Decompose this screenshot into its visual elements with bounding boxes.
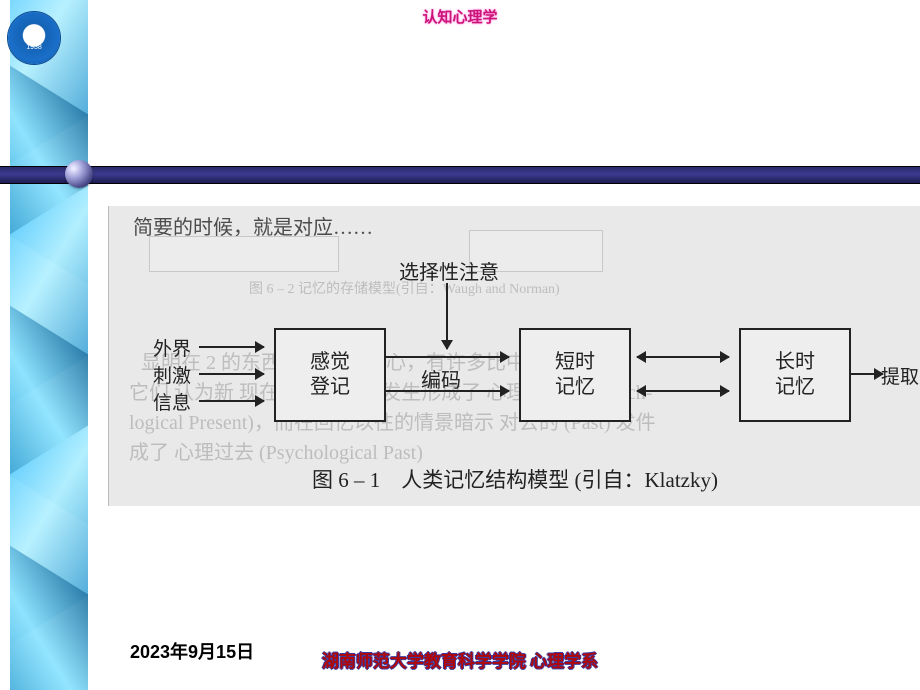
faint-box-1 [149, 236, 339, 272]
university-logo [8, 12, 60, 64]
arrow-stm-ltm-2 [637, 390, 729, 392]
caption-prefix: 图 6 – 1 [312, 468, 380, 492]
slide-date: 2023年9月15日 [130, 638, 254, 664]
institution-footer: 湖南师范大学教育科学学院 心理学系 [322, 647, 598, 672]
input-label-0: 外界 [153, 334, 191, 361]
figure-caption: 图 6 – 1 人类记忆结构模型 (引自：Klatzky) [109, 464, 920, 494]
node-ltm: 长时 记忆 [739, 328, 851, 422]
arrow-in-1 [199, 346, 264, 348]
slide-root: 认知心理学 简要的时候，就是对应…… 图 6 – 2 记忆的存储模型(引自：Wa… [0, 0, 920, 690]
node-ltm-l1: 长时 [775, 350, 815, 375]
arrow-enc-2 [382, 390, 509, 392]
retrieval-label: 提取 [881, 362, 919, 389]
horizontal-accent-bar [0, 166, 920, 184]
node-sensory-l2: 登记 [310, 375, 350, 400]
node-ltm-l2: 记忆 [775, 375, 815, 400]
input-label-1: 刺激 [153, 361, 191, 388]
node-sensory-register: 感觉 登记 [274, 328, 386, 422]
encoding-label: 编码 [421, 364, 461, 393]
caption-main: 人类记忆结构模型 [401, 468, 569, 492]
node-stm: 短时 记忆 [519, 328, 631, 422]
caption-source: 引自：Klatzky [582, 468, 711, 492]
arrow-in-3 [199, 400, 264, 402]
memory-model-figure: 简要的时候，就是对应…… 图 6 – 2 记忆的存储模型(引自：Waugh an… [108, 206, 920, 506]
course-title: 认知心理学 [422, 6, 497, 27]
arrow-stm-ltm-1 [637, 356, 729, 358]
input-label-2: 信息 [153, 388, 191, 415]
left-ribbon-decoration [10, 0, 88, 690]
node-sensory-l1: 感觉 [310, 350, 350, 375]
node-stm-l2: 记忆 [555, 375, 595, 400]
arrow-enc-1 [382, 356, 509, 358]
ghost-line-4: 成了 心理过去 (Psychological Past) [129, 436, 423, 465]
arrow-out [847, 373, 883, 375]
arrow-in-2 [199, 373, 264, 375]
attention-label: 选择性注意 [399, 256, 499, 285]
bar-end-sphere [65, 160, 93, 188]
node-stm-l1: 短时 [555, 350, 595, 375]
arrow-attention-down [446, 283, 448, 349]
